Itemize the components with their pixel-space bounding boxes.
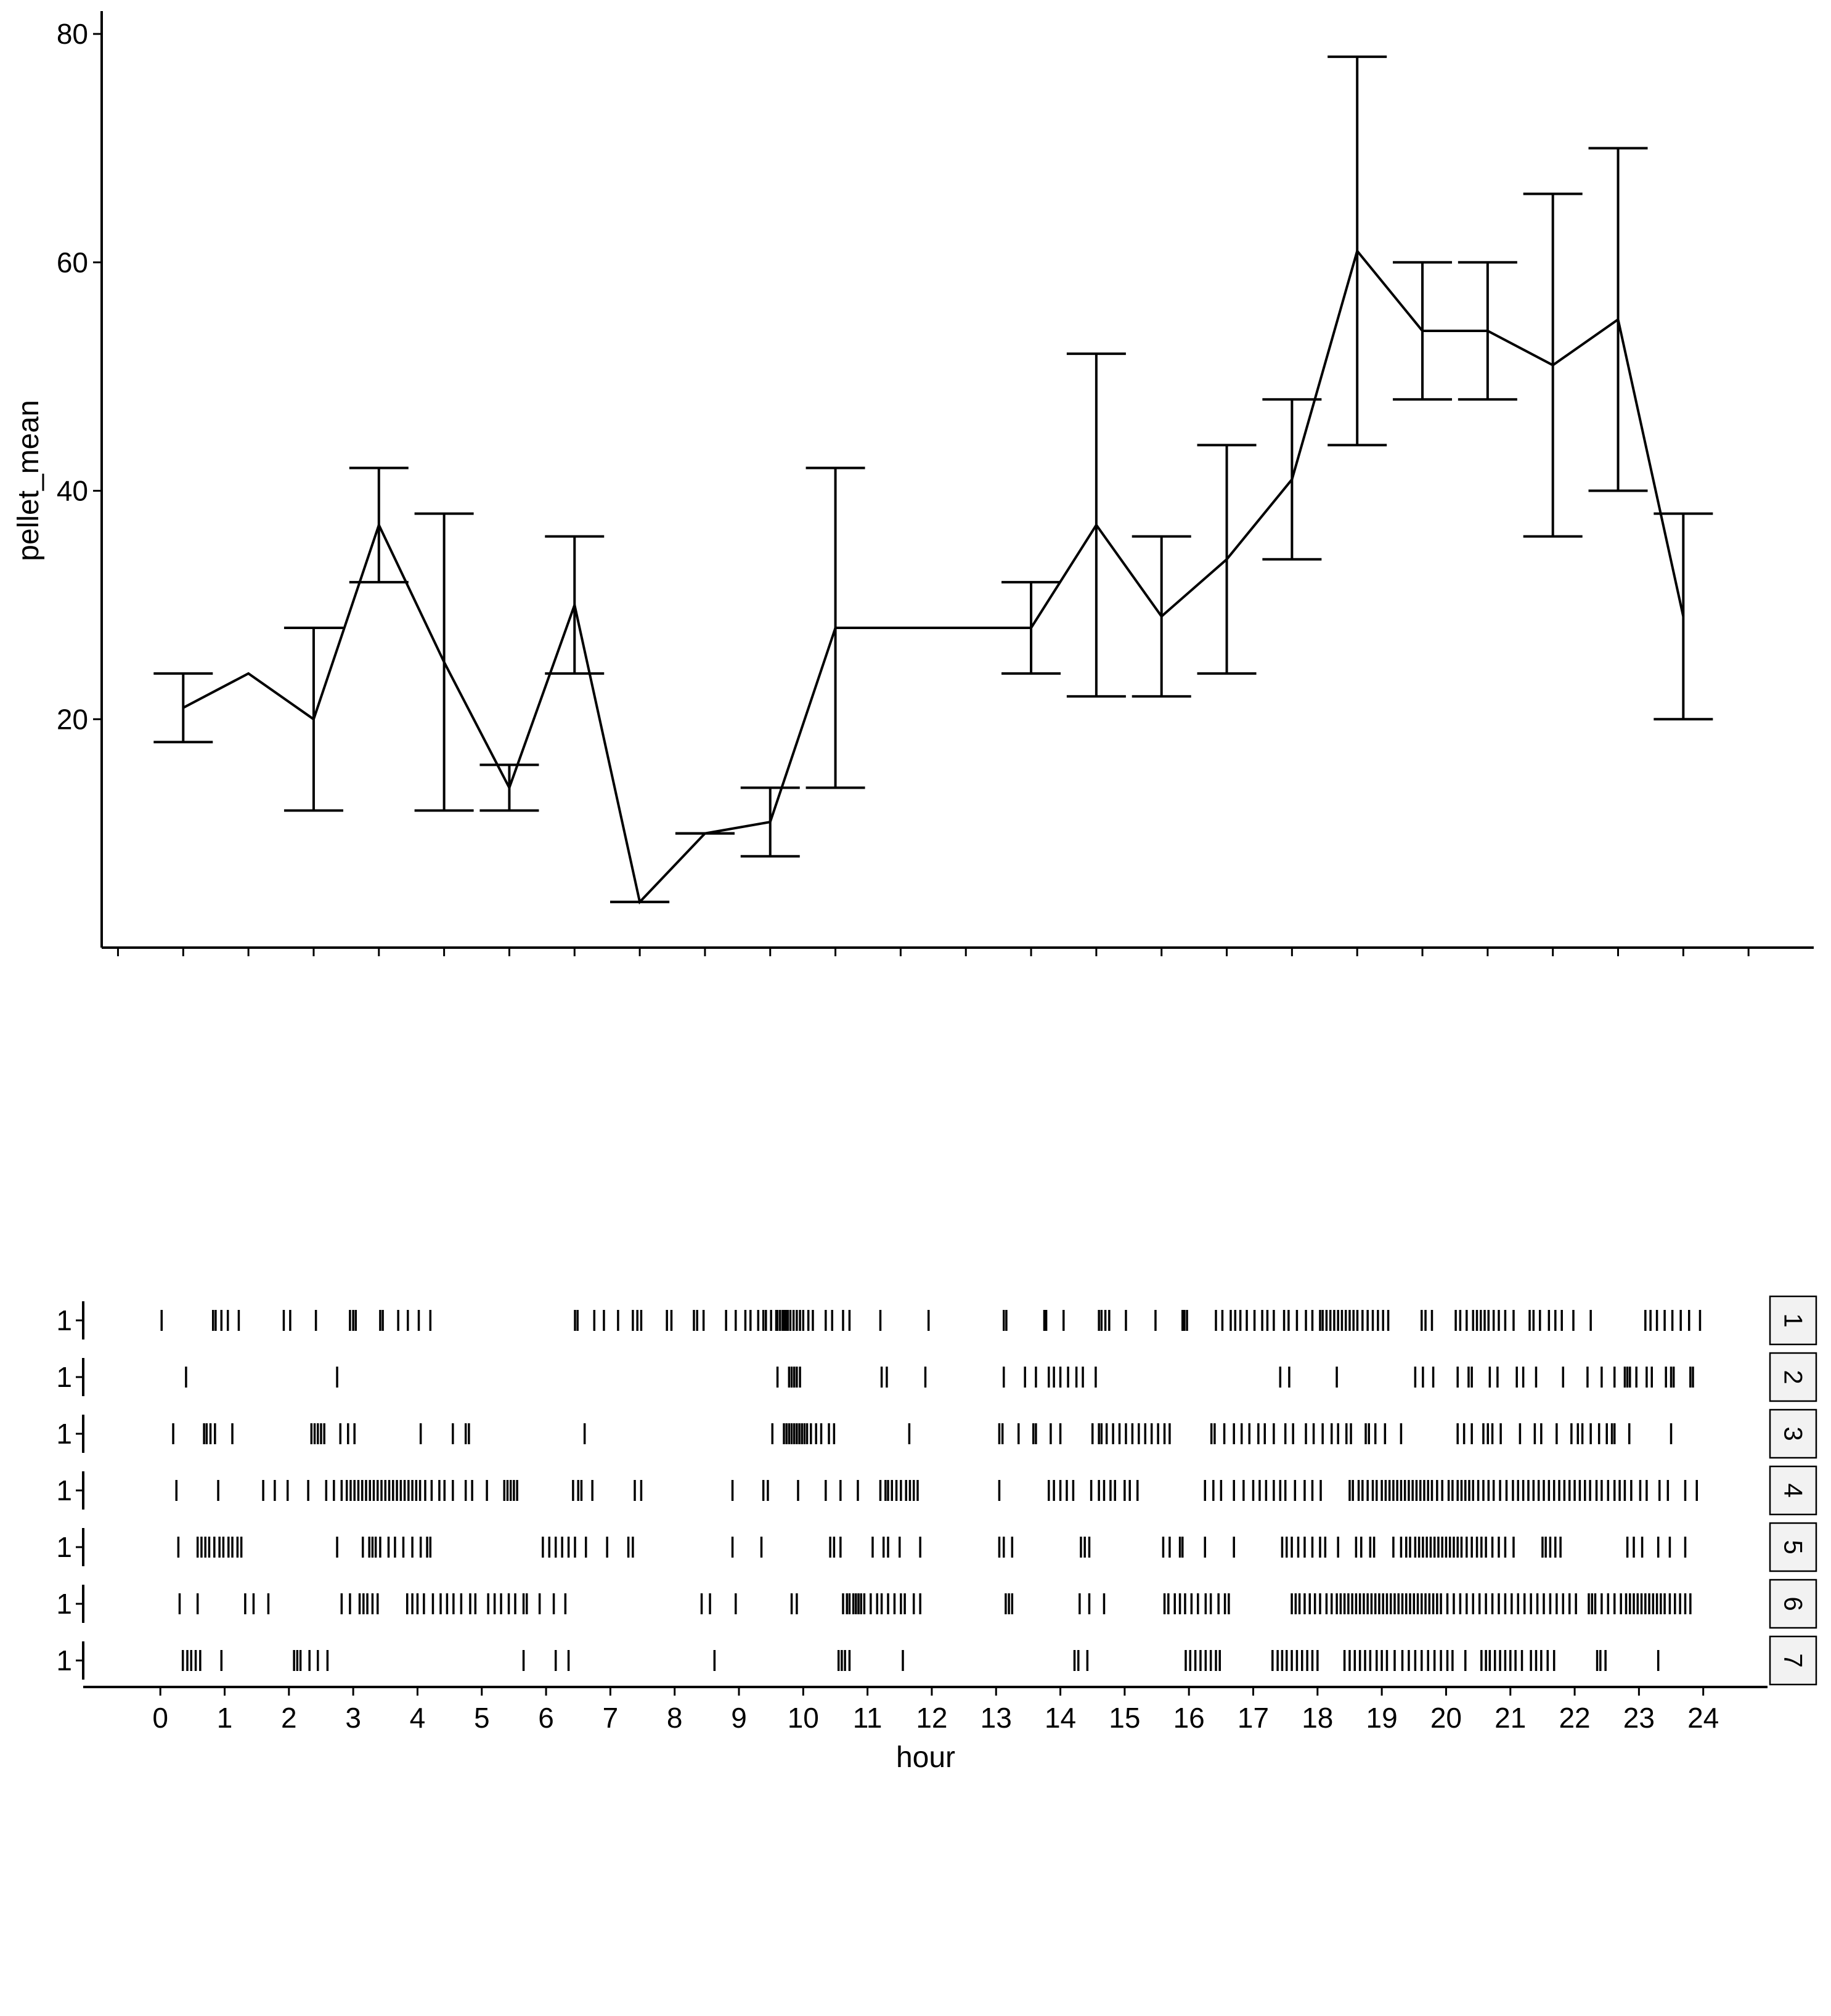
row-y-tick-label: 1 (56, 1361, 72, 1393)
x-tick-label: 2 (281, 1702, 297, 1734)
x-tick-label: 15 (1109, 1702, 1140, 1734)
x-tick-label: 19 (1366, 1702, 1398, 1734)
row-y-tick-label: 1 (56, 1531, 72, 1563)
facet-strip-label: 2 (1779, 1370, 1808, 1384)
row-y-tick-label: 1 (56, 1644, 72, 1677)
x-axis-title: hour (896, 1741, 955, 1774)
x-tick-label: 11 (853, 1702, 883, 1734)
row-y-tick-label: 1 (56, 1304, 72, 1336)
facet-strip (1769, 1465, 1817, 1516)
y-axis-title: pellet_mean (12, 400, 45, 561)
y-tick-label: 60 (57, 246, 88, 278)
x-tick-label: 20 (1430, 1702, 1462, 1734)
facet-strip (1769, 1408, 1817, 1459)
series-line (182, 248, 1685, 905)
event-raster-panel: 1 11 21 31 41 51 61 7 0 1 2 3 4 5 6 7 8 9 10 11 12 13 14 15 16 1… (56, 1295, 1817, 1774)
raster-rows: 1 11 21 31 41 51 61 7 (56, 1295, 1817, 1686)
x-tick-label: 8 (667, 1702, 683, 1734)
raster-x-axis: 0 1 2 3 4 5 6 7 8 9 10 11 12 13 14 15 16 17 18 19 20 21 22 23 24 (83, 1686, 1768, 1734)
y-tick-label: 40 (57, 475, 88, 507)
x-tick-label: 17 (1238, 1702, 1269, 1734)
pellet-mean-panel: 20 40 60 80 pellet_mean (12, 11, 1814, 956)
y-tick-label: 20 (57, 703, 88, 735)
x-tick-label: 21 (1495, 1702, 1526, 1734)
x-tick-label: 9 (731, 1702, 747, 1734)
row-y-tick-label: 1 (56, 1588, 72, 1620)
x-tick-label: 7 (603, 1702, 619, 1734)
y-tick-label: 80 (57, 18, 88, 50)
x-tick-label: 6 (538, 1702, 554, 1734)
x-tick-label: 10 (788, 1702, 819, 1734)
facet-strip (1769, 1295, 1817, 1346)
x-tick-label: 14 (1045, 1702, 1076, 1734)
x-tick-label: 24 (1687, 1702, 1719, 1734)
pellet-mean-error-bars (153, 55, 1713, 903)
pellet-mean-series (182, 248, 1685, 905)
x-tick-label: 18 (1302, 1702, 1333, 1734)
facet-strip (1769, 1579, 1817, 1629)
row-y-tick-label: 1 (56, 1418, 72, 1450)
facet-strip-label: 3 (1779, 1426, 1808, 1441)
facet-strip-label: 5 (1779, 1540, 1808, 1554)
facet-strip-label: 6 (1779, 1596, 1808, 1611)
facet-strip-label: 1 (1779, 1313, 1808, 1327)
facet-strip (1769, 1522, 1817, 1572)
x-tick-label: 13 (981, 1702, 1012, 1734)
x-tick-label: 3 (345, 1702, 361, 1734)
facet-strip (1769, 1352, 1817, 1402)
x-tick-label: 23 (1623, 1702, 1655, 1734)
row-y-tick-label: 1 (56, 1474, 72, 1506)
x-tick-label: 0 (152, 1702, 168, 1734)
x-tick-label: 5 (474, 1702, 490, 1734)
x-tick-label: 1 (217, 1702, 233, 1734)
x-tick-label: 16 (1173, 1702, 1205, 1734)
facet-strip (1769, 1635, 1817, 1686)
x-tick-label: 12 (916, 1702, 947, 1734)
facet-strip-label: 4 (1779, 1483, 1808, 1497)
x-tick-label: 22 (1559, 1702, 1590, 1734)
x-tick-label: 4 (410, 1702, 426, 1734)
facet-strip-label: 7 (1779, 1653, 1808, 1667)
pellet-mean-axes: 20 40 60 80 (57, 11, 1814, 956)
